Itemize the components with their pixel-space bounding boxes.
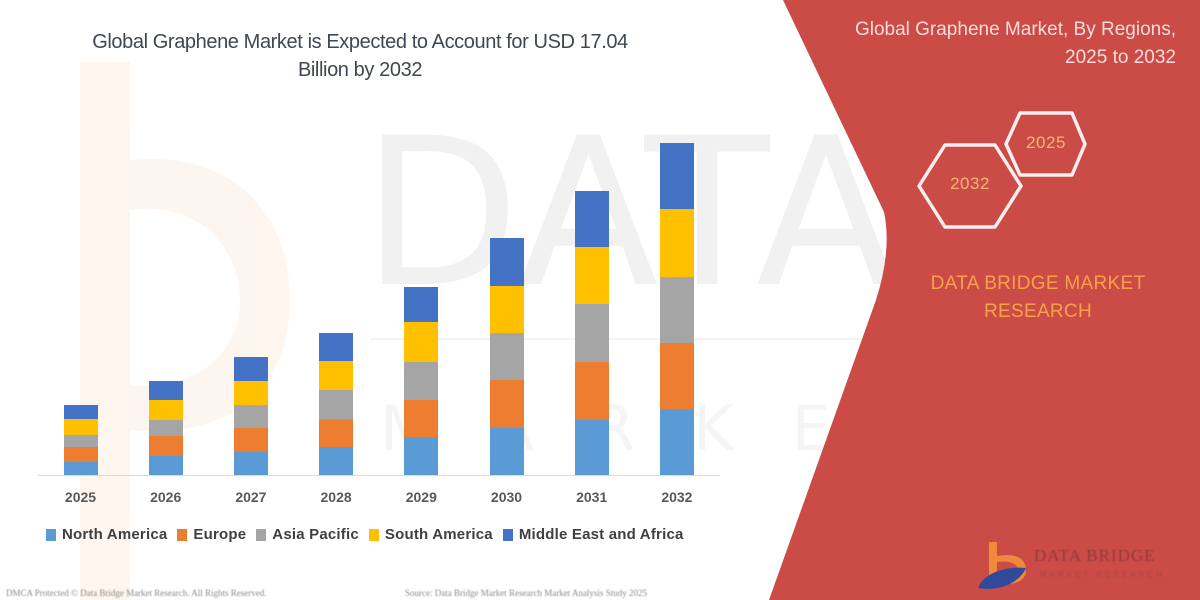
legend-swatch-icon — [256, 528, 267, 541]
chart-legend: North America Europe Asia Pacific South Ame… — [46, 526, 694, 543]
bar-segment-north-america — [148, 455, 183, 475]
bar-segment-middle-east-and-africa — [404, 287, 439, 323]
bar-segment-asia-pacific — [148, 419, 183, 436]
hexagon-2032-icon — [917, 143, 1023, 229]
x-tick-label: 2030 — [490, 489, 523, 505]
x-tick-label: 2029 — [405, 489, 437, 505]
logo-name: DATA BRIDGE — [1034, 546, 1156, 565]
chart-title-line2: Billion by 2032 — [297, 59, 423, 81]
bar-segment-europe — [233, 428, 268, 452]
bar-segment-asia-pacific — [659, 276, 694, 343]
bar-segment-middle-east-and-africa — [574, 190, 609, 247]
hexagon-2025-label: 2025 — [1026, 133, 1066, 152]
legend-label: North America — [62, 526, 168, 543]
bar-2030 — [489, 238, 524, 475]
brand-name-line2: RESEARCH — [984, 301, 1092, 322]
bar-segment-north-america — [63, 461, 98, 475]
bar-segment-asia-pacific — [574, 303, 609, 363]
legend-swatch-icon — [368, 528, 379, 541]
legend-label: South America — [384, 526, 493, 543]
data-bridge-logo-icon — [978, 542, 1026, 589]
bar-segment-europe — [319, 418, 354, 447]
bar-segment-middle-east-and-africa — [489, 238, 524, 287]
bar-segment-europe — [489, 380, 524, 429]
bar-segment-north-america — [319, 446, 354, 475]
bar-segment-south-america — [489, 286, 524, 334]
hexagon-2032-label: 2032 — [950, 174, 990, 193]
bar-segment-north-america — [659, 408, 694, 475]
x-tick-label: 2028 — [320, 489, 352, 505]
bar-segment-south-america — [319, 360, 354, 390]
legend-item: Europe — [177, 526, 246, 543]
legend-label: Asia Pacific — [272, 526, 359, 543]
bar-segment-asia-pacific — [233, 405, 268, 429]
legend-item: North America — [46, 526, 167, 543]
bar-segment-asia-pacific — [63, 434, 98, 447]
bar-segment-asia-pacific — [319, 389, 354, 419]
chart-title: Global Graphene Market is Expected to Ac… — [40, 28, 680, 84]
x-tick-label: 2027 — [235, 489, 267, 505]
bar-segment-north-america — [574, 420, 609, 475]
bar-segment-south-america — [404, 322, 439, 363]
bar-2031 — [574, 190, 609, 475]
stacked-bar-chart: 2025 2026 2027 2028 2029 2030 2031 2032 — [38, 143, 720, 505]
source-footer: Source: Data Bridge Market Research Mark… — [405, 588, 647, 598]
legend-item: Middle East and Africa — [502, 526, 684, 543]
bar-segment-north-america — [404, 437, 439, 475]
bar-segment-middle-east-and-africa — [148, 380, 183, 400]
bar-2027 — [233, 357, 268, 475]
legend-item: Asia Pacific — [256, 526, 359, 543]
x-axis-line — [38, 475, 720, 476]
bar-2026 — [148, 380, 183, 475]
bar-segment-asia-pacific — [489, 333, 524, 381]
copyright-footer: DMCA Protected © Data Bridge Market Rese… — [6, 588, 267, 598]
x-tick-label: 2031 — [576, 489, 608, 505]
logo-subtitle: MARKET RESEARCH — [1040, 570, 1165, 579]
bar-segment-europe — [63, 446, 98, 462]
bar-segment-asia-pacific — [404, 362, 439, 400]
legend-swatch-icon — [502, 528, 513, 541]
bar-segment-north-america — [233, 452, 268, 475]
bar-segment-south-america — [233, 381, 268, 406]
brand-name: DATA BRIDGE MARKET RESEARCH — [900, 270, 1176, 326]
legend-item: South America — [368, 526, 493, 543]
side-panel-title-line1: Global Graphene Market, By Regions, — [854, 19, 1176, 40]
bar-segment-middle-east-and-africa — [63, 404, 98, 419]
hexagon-2025-icon — [1004, 111, 1087, 177]
bar-segment-north-america — [489, 428, 524, 475]
legend-label: Middle East and Africa — [518, 526, 684, 543]
x-tick-label: 2025 — [64, 489, 97, 505]
legend-swatch-icon — [46, 528, 56, 541]
bar-segment-middle-east-and-africa — [233, 357, 268, 382]
bar-segment-europe — [404, 400, 439, 437]
side-panel-title-line2: 2025 to 2032 — [1065, 47, 1176, 68]
bar-segment-middle-east-and-africa — [659, 143, 694, 209]
bar-segment-middle-east-and-africa — [319, 332, 354, 361]
bar-2028 — [319, 332, 354, 475]
x-tick-label: 2026 — [150, 489, 182, 505]
bar-segment-europe — [574, 362, 609, 421]
bar-segment-europe — [148, 435, 183, 456]
legend-swatch-icon — [177, 528, 188, 541]
bar-2025 — [63, 404, 98, 475]
bar-2029 — [404, 287, 439, 475]
side-panel-title: Global Graphene Market, By Regions, 2025… — [855, 16, 1176, 72]
bar-segment-south-america — [148, 399, 183, 420]
brand-name-line1: DATA BRIDGE MARKET — [930, 273, 1146, 294]
bar-segment-south-america — [659, 208, 694, 277]
x-tick-label: 2032 — [661, 489, 693, 505]
bar-segment-south-america — [63, 418, 98, 435]
bar-2032 — [659, 143, 694, 475]
bar-segment-europe — [659, 342, 694, 409]
chart-title-line1: Global Graphene Market is Expected to Ac… — [92, 31, 628, 53]
bar-segment-south-america — [574, 246, 609, 304]
legend-label: Europe — [193, 526, 247, 543]
